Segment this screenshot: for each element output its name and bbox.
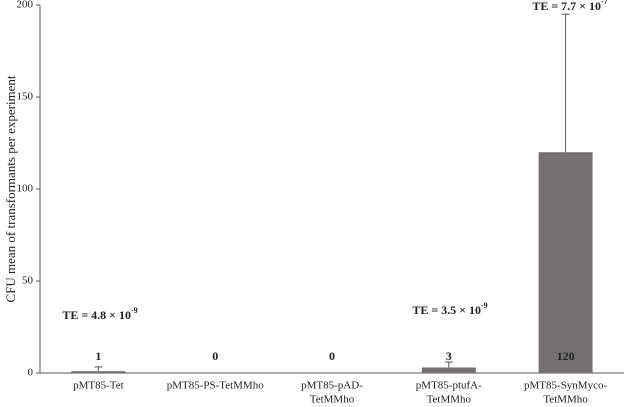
x-tick-label: pMT85-PS-TetMMho: [167, 380, 265, 392]
bar: [71, 371, 126, 373]
annotation-text: TE = 4.8 × 10: [62, 308, 131, 322]
x-tick-label: TetMMho: [543, 394, 588, 406]
annotation: TE = 3.5 × 10-9: [412, 301, 487, 317]
bar: [538, 152, 593, 373]
value-label: 120: [557, 349, 575, 363]
annotation: TE = 7.7 × 10-7: [532, 0, 607, 13]
x-tick-label: pMT85-SynMyco-: [524, 380, 607, 392]
value-label: 1: [95, 349, 101, 363]
annotation-exponent: -9: [481, 301, 488, 310]
x-tick-label: pMT85-Tet: [73, 380, 124, 392]
annotation-exponent: -9: [131, 306, 138, 315]
y-tick-label: 150: [17, 91, 34, 103]
y-tick-label: 0: [28, 367, 34, 379]
annotation-exponent: -7: [601, 0, 608, 6]
value-label: 3: [446, 349, 452, 363]
bar: [421, 367, 476, 373]
y-axis-label: CFU mean of transformants per experiment: [3, 75, 18, 302]
value-label: 0: [329, 349, 335, 363]
x-tick-label: TetMMho: [427, 394, 472, 406]
x-tick-label: pMT85-pAD-: [301, 380, 363, 392]
x-tick-label: TetMMho: [310, 394, 355, 406]
y-tick-label: 50: [22, 275, 34, 287]
value-label: 0: [212, 349, 218, 363]
annotation-text: TE = 3.5 × 10: [412, 303, 481, 317]
annotation-text: TE = 7.7 × 10: [532, 0, 601, 13]
y-tick-label: 200: [17, 0, 34, 11]
x-tick-label: pMT85-ptufA-: [416, 380, 482, 392]
annotation: TE = 4.8 × 10-9: [62, 306, 137, 322]
y-tick-label: 100: [17, 183, 34, 195]
